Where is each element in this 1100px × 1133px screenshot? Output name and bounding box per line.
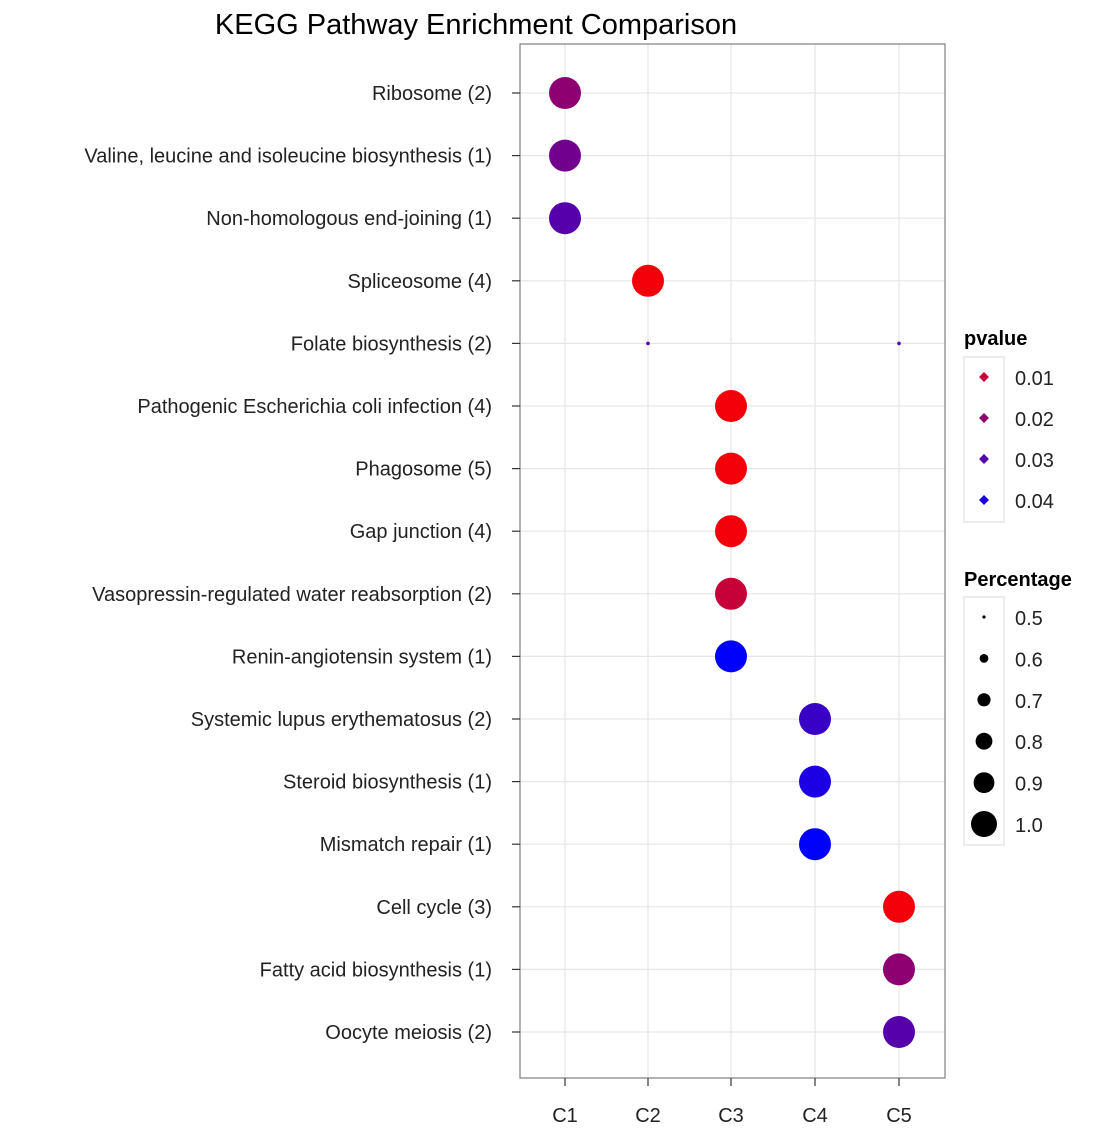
data-point (799, 765, 831, 798)
y-tick-label: Phagosome (5) (355, 459, 492, 481)
legend-pvalue-key (979, 413, 989, 423)
legend-pvalue-key (979, 495, 989, 505)
x-tick-label: C1 (552, 1105, 578, 1127)
legend-percentage-label: 0.7 (1015, 691, 1043, 713)
legend-percentage-label: 1.0 (1015, 815, 1043, 837)
x-tick-label: C3 (718, 1105, 744, 1127)
legend-pvalue-label: 0.04 (1015, 491, 1054, 513)
y-tick-label: Oocyte meiosis (2) (325, 1022, 492, 1044)
plot-panel-border (519, 43, 946, 1079)
legend-pvalue: pvalue 0.01 0.02 0.03 0.04 (963, 328, 1054, 523)
y-tick-label: Valine, leucine and isoleucine biosynthe… (84, 146, 492, 168)
data-point (549, 202, 581, 235)
data-point (799, 828, 831, 861)
y-tick-label: Folate biosynthesis (2) (291, 333, 492, 355)
legend-percentage-label: 0.9 (1015, 774, 1043, 796)
data-point (883, 1016, 915, 1048)
y-axis: Ribosome (2) Valine, leucine and isoleuci… (84, 83, 520, 1044)
legend-pvalue-title: pvalue (964, 328, 1027, 350)
legend-percentage-key (982, 615, 986, 619)
y-tick-label: Pathogenic Escherichia coli infection (4… (137, 396, 492, 418)
data-point (715, 515, 747, 548)
data-point (715, 390, 747, 422)
data-point (549, 139, 581, 172)
legend-percentage-label: 0.5 (1015, 608, 1043, 630)
legend-pvalue-keys (963, 356, 1005, 523)
y-tick-label: Mismatch repair (1) (320, 834, 492, 856)
y-tick-label: Gap junction (4) (350, 521, 492, 543)
y-tick-label: Renin-angiotensin system (1) (232, 646, 492, 668)
data-point (883, 953, 915, 986)
data-point (632, 264, 664, 297)
x-axis: C1 C2 C3 C4 C5 (552, 1078, 912, 1127)
legend-percentage-keys (963, 596, 1005, 846)
data-point (883, 890, 915, 923)
data-point (646, 341, 650, 346)
data-point (715, 452, 747, 485)
data-point (549, 77, 581, 109)
x-tick-label: C5 (886, 1105, 912, 1127)
legend-percentage-key (975, 732, 993, 750)
y-tick-label: Vasopressin-regulated water reabsorption… (92, 584, 492, 606)
y-tick-label: Fatty acid biosynthesis (1) (260, 959, 492, 981)
data-point (799, 703, 831, 735)
legend-percentage-key (977, 693, 991, 707)
legend-pvalue-label: 0.02 (1015, 409, 1054, 431)
legend-percentage: Percentage 0.5 0.6 0.7 0.8 0.9 1.0 (963, 569, 1072, 846)
legend-percentage-key (973, 772, 995, 793)
legend-percentage-key (979, 654, 989, 663)
data-points (549, 77, 915, 1048)
data-point (897, 341, 901, 346)
legend-pvalue-label: 0.03 (1015, 450, 1054, 472)
y-tick-label: Steroid biosynthesis (1) (283, 772, 492, 794)
x-tick-label: C2 (635, 1105, 661, 1127)
plot-background (520, 44, 945, 1078)
legend-percentage-label: 0.6 (1015, 649, 1043, 671)
legend-pvalue-label: 0.01 (1015, 368, 1054, 390)
legend-pvalue-key (979, 454, 989, 464)
legend-percentage-label: 0.8 (1015, 732, 1043, 754)
data-point (715, 577, 747, 610)
y-tick-label: Ribosome (2) (372, 83, 492, 105)
legend-percentage-key (971, 811, 997, 837)
y-tick-label: Spliceosome (4) (347, 271, 492, 293)
x-tick-label: C4 (802, 1105, 828, 1127)
chart-title: KEGG Pathway Enrichment Comparison (215, 9, 737, 41)
y-tick-label: Cell cycle (3) (376, 897, 492, 919)
y-tick-label: Non-homologous end-joining (1) (206, 208, 492, 230)
legend-percentage-title: Percentage (964, 569, 1072, 591)
legend-pvalue-key (979, 372, 989, 382)
y-tick-label: Systemic lupus erythematosus (2) (191, 709, 492, 731)
data-point (715, 640, 747, 673)
